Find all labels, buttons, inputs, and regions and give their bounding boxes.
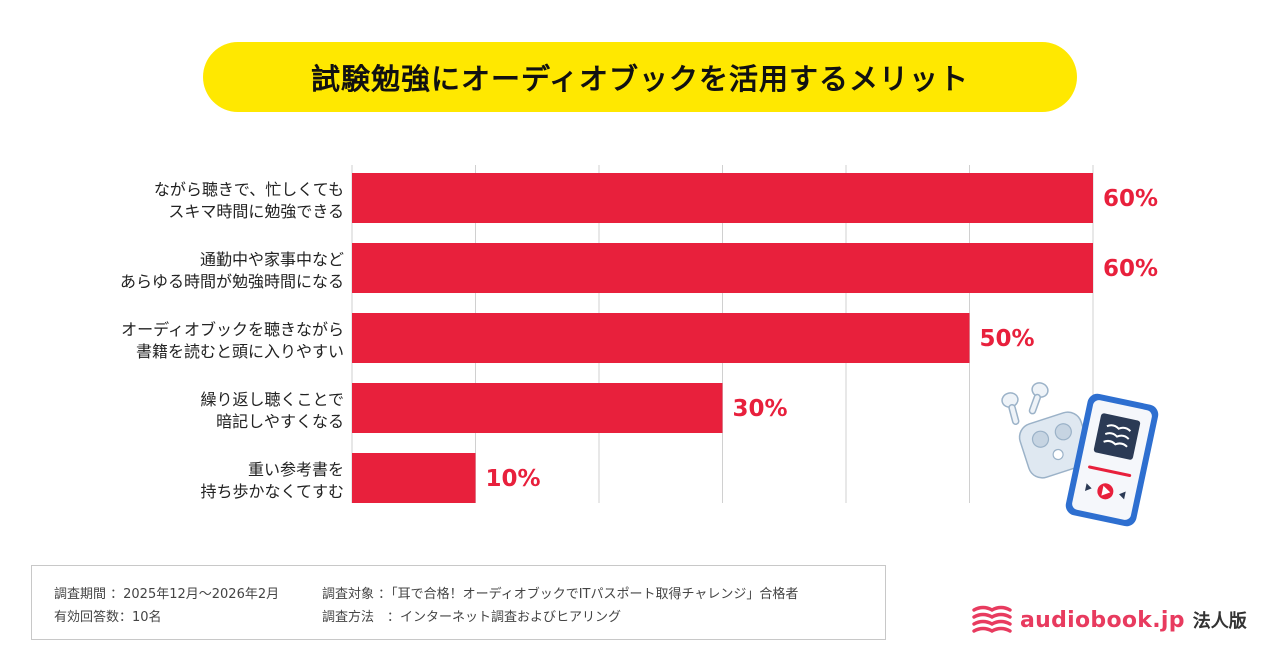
category-label: 通勤中や家事中などあらゆる時間が勉強時間になる	[120, 250, 344, 291]
category-label: 繰り返し聴くことで暗記しやすくなる	[200, 390, 344, 431]
survey-target: 調査対象 ：「耳で合格！オーディオブックでITパスポート取得チャレンジ」合格者	[322, 587, 799, 602]
brand-name: audiobook.jp	[1020, 607, 1185, 633]
survey-info-box: 調査期間 ：2025年12月〜2026年2月 有効回答数：10名 調査対象 ：「…	[31, 565, 886, 640]
category-label: オーディオブックを聴きながら書籍を読むと頭に入りやすい	[121, 320, 344, 361]
value-label: 60%	[1103, 256, 1158, 282]
category-label: ながら聴きで、忙しくてもスキマ時間に勉強できる	[154, 180, 344, 221]
brand-logo: audiobook.jp 法人版	[972, 602, 1247, 638]
bar	[352, 453, 476, 503]
value-label: 60%	[1103, 186, 1158, 212]
bar	[352, 313, 970, 363]
survey-method: 調査方法 ：インターネット調査およびヒアリング	[322, 610, 622, 625]
chart-title-banner: 試験勉強にオーディオブックを活用するメリット	[203, 42, 1077, 112]
survey-respondents: 有効回答数：10名	[54, 610, 162, 625]
survey-period: 調査期間 ：2025年12月〜2026年2月	[54, 587, 280, 602]
value-label: 10%	[486, 466, 541, 492]
chart-title: 試験勉強にオーディオブックを活用するメリット	[311, 62, 969, 96]
value-label: 30%	[733, 396, 788, 422]
bar-chart: 60% ながら聴きで、忙しくてもスキマ時間に勉強できる 60% 通勤中や家事中などあら…	[120, 165, 1159, 527]
value-label: 50%	[980, 326, 1035, 352]
bar	[352, 383, 723, 433]
category-label: 重い参考書を持ち歩かなくてすむ	[200, 460, 344, 501]
bar	[352, 173, 1093, 223]
bar	[352, 243, 1093, 293]
brand-suffix: 法人版	[1192, 611, 1247, 632]
stacked-pages-icon	[972, 605, 1012, 633]
earbuds-smartphone-icon	[1001, 382, 1159, 527]
